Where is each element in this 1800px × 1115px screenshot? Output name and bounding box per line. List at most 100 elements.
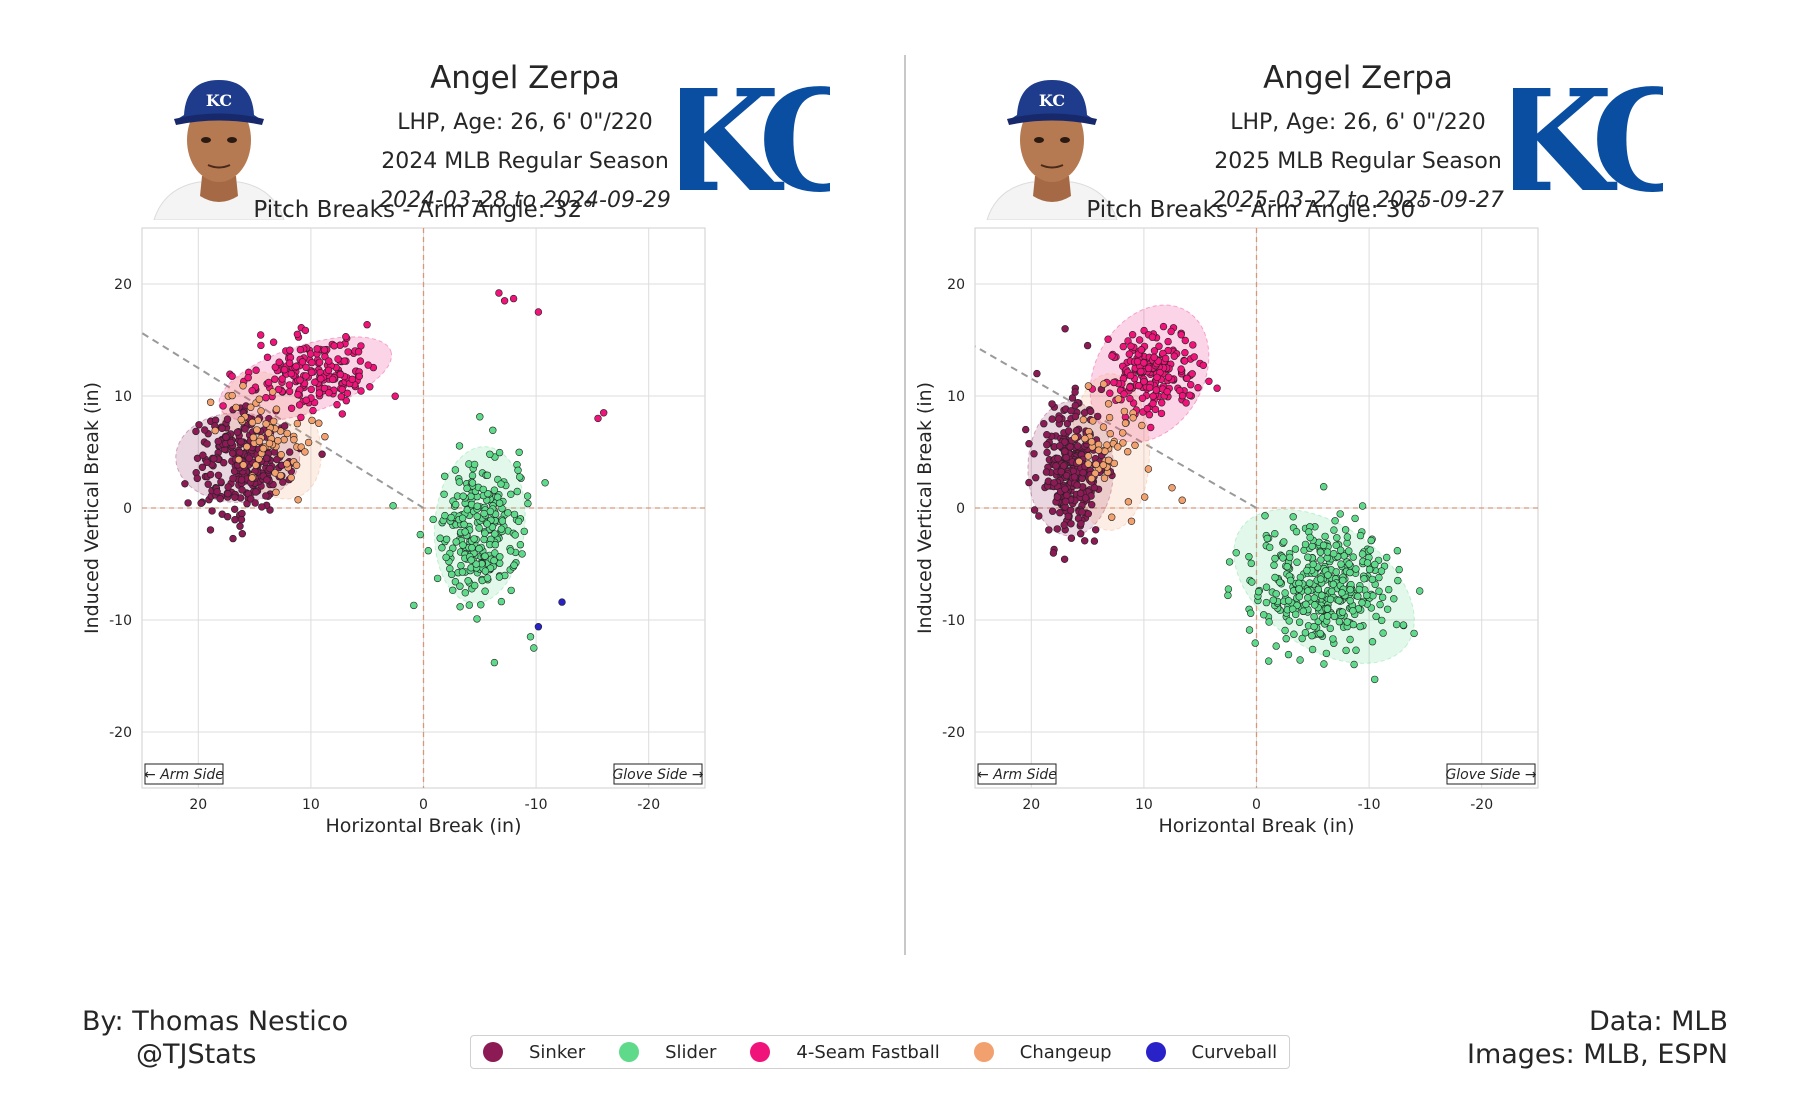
pitch-point [1104, 456, 1113, 465]
pitch-point [1089, 417, 1097, 425]
pitch-point [1050, 479, 1058, 487]
x-tick-label: -20 [637, 797, 660, 813]
pitch-point [1086, 407, 1095, 416]
pitch-point [315, 389, 323, 397]
pitch-break-chart-2025: Pitch Breaks - Arm Angle: 30° 20 10 0 -10 -20… [914, 197, 1539, 837]
pitch-point [1298, 634, 1306, 643]
source-credits: Data: MLB Images: MLB, ESPN [1467, 1005, 1728, 1071]
pitch-point [208, 507, 216, 515]
pitch-point [269, 388, 277, 396]
pitch-break-chart-2024: Pitch Breaks - Arm Angle: 32° 20 10 0 -10 -20… [81, 197, 706, 837]
pitch-point [237, 515, 246, 524]
pitch-point [214, 471, 223, 480]
pitch-point [480, 509, 488, 518]
legend-label: Curveball [1191, 1041, 1278, 1063]
pitch-point [1042, 468, 1051, 476]
glove-side-label: Glove Side → [612, 763, 704, 785]
pitch-point [1335, 596, 1343, 605]
pitch-point [1030, 506, 1039, 514]
pitch-point [1379, 629, 1387, 637]
pitch-point [441, 472, 449, 481]
pitch-point [461, 528, 469, 536]
pitch-point [357, 387, 365, 395]
pitch-point [486, 450, 494, 459]
series-changeup [206, 382, 329, 504]
pitch-point [239, 382, 247, 390]
pitch-point [483, 520, 491, 528]
pitch-point [1248, 578, 1256, 586]
pitch-point [391, 392, 399, 400]
pitch-point [201, 426, 209, 434]
pitch-point [451, 466, 460, 474]
pitch-point [1099, 423, 1108, 431]
series-curveball [534, 598, 566, 631]
pitch-point [1304, 594, 1312, 602]
pitch-point [1301, 540, 1310, 549]
pitch-point [1065, 427, 1073, 435]
pitch-point [228, 372, 236, 380]
pitch-point [1323, 548, 1332, 556]
pitch-point [1045, 526, 1053, 534]
panel-2024: KC Angel Zerpa LHP, Age: 26, 6' 0"/220 2… [40, 0, 870, 1000]
pitch-point [1084, 460, 1093, 468]
pitch-point [458, 514, 467, 522]
pitch-point [1137, 346, 1145, 354]
pitch-point [510, 561, 518, 569]
pitch-point [1366, 546, 1374, 554]
pitch-point [1067, 534, 1076, 542]
pitch-point [1199, 361, 1207, 370]
pitch-point [298, 358, 307, 366]
pitch-point [1057, 468, 1065, 476]
pitch-point [457, 561, 465, 570]
pitch-point [495, 573, 504, 581]
pitch-point [1341, 526, 1350, 534]
pitch-point [1149, 392, 1157, 400]
pitch-point [279, 478, 287, 486]
pitch-point [477, 601, 485, 609]
pitch-point [286, 346, 294, 354]
player-headshot-icon: KC [977, 70, 1127, 220]
pitch-point [356, 357, 365, 365]
pitch-point [1079, 469, 1087, 477]
pitch-point [1190, 353, 1198, 361]
legend-swatch [973, 1042, 994, 1062]
pitch-point [231, 493, 239, 501]
pitch-point [270, 417, 278, 426]
pitch-point [491, 549, 499, 557]
pitch-point [1149, 399, 1157, 408]
pitch-point [1369, 592, 1377, 600]
pitch-point [1178, 496, 1186, 504]
pitch-point [558, 598, 566, 606]
pitch-point [217, 478, 225, 486]
pitch-point [304, 438, 313, 447]
pitch-point [475, 524, 483, 532]
pitch-point [1053, 525, 1062, 533]
pitch-point [1081, 434, 1089, 443]
date-range: 2024-03-28 to 2024-09-29 [379, 188, 671, 213]
legend-swatch [750, 1042, 771, 1062]
pitch-point [440, 490, 448, 498]
pitch-point [1080, 409, 1089, 417]
pitch-point [1295, 585, 1303, 593]
pitch-point [257, 407, 265, 415]
glove-side-text: Glove Side → [612, 767, 703, 783]
pitch-point [198, 463, 207, 472]
pitch-point [483, 574, 492, 582]
pitch-point [1090, 483, 1099, 492]
pitch-point [204, 480, 212, 488]
pitch-point [1224, 591, 1232, 600]
pitch-point [237, 476, 246, 484]
pitch-point [324, 366, 333, 375]
pitch-point [491, 541, 499, 549]
pitch-point [1245, 626, 1254, 634]
pitch-point [318, 450, 326, 458]
pitch-point [1342, 646, 1350, 655]
pitch-point [1356, 622, 1364, 631]
pitch-point [313, 345, 321, 353]
pitch-point [216, 495, 224, 503]
pitch-point [498, 517, 507, 525]
pitch-point [1346, 597, 1354, 605]
pitch-point [506, 547, 515, 555]
pitch-point [1363, 559, 1372, 567]
pitch-point [1349, 607, 1357, 615]
